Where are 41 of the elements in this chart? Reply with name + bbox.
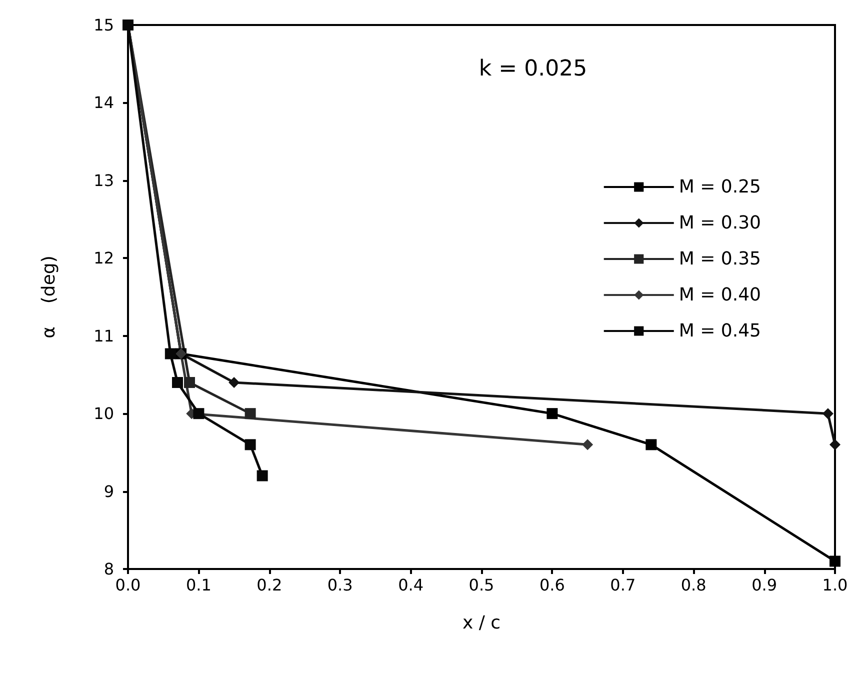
y-tick-label: 10 (94, 404, 114, 424)
point (582, 439, 594, 450)
y-tick-label: 8 (104, 560, 114, 578)
x-tick-label: 0.0 (115, 576, 141, 594)
point (830, 556, 840, 567)
x-tick-label: 0.6 (539, 576, 565, 594)
legend-label: M = 0.35 (678, 248, 762, 270)
x-tick-label: 0.7 (610, 576, 636, 594)
point (822, 408, 834, 420)
x-tick-label: 1.0 (822, 576, 848, 594)
y-tick-label: 11 (94, 326, 114, 346)
x-axis-title: x / c (462, 612, 501, 634)
point (830, 439, 840, 450)
point (172, 376, 183, 388)
y-axis-title: α (deg) (38, 256, 60, 338)
point (256, 470, 268, 482)
y-tick-label: 15 (94, 16, 114, 34)
point (546, 408, 558, 420)
point (193, 408, 204, 420)
x-tick-label: 0.2 (256, 576, 282, 594)
y-tick-label: 13 (94, 170, 114, 190)
y-tick-label: 14 (94, 93, 114, 112)
point (646, 439, 657, 450)
x-tick-label: 0.1 (186, 576, 212, 594)
x-tick-label: 0.4 (398, 576, 424, 594)
text: k = 0.025 (478, 56, 588, 82)
x-tick-label: 0.5 (468, 576, 494, 594)
point (228, 376, 240, 388)
point (244, 439, 256, 450)
y-tick-label: 12 (94, 248, 114, 268)
legend-label: M = 0.30 (678, 212, 762, 234)
x-tick-label: 0.9 (752, 576, 778, 594)
legend-label: M = 0.40 (678, 284, 762, 306)
y-tick-label: 9 (104, 482, 114, 501)
point (184, 376, 196, 388)
point (164, 348, 176, 360)
x-tick-label: 0.8 (680, 576, 706, 594)
legend-label: M = 0.45 (678, 320, 762, 342)
point (244, 408, 256, 420)
legend-label: M = 0.25 (678, 176, 762, 198)
x-tick-label: 0.3 (327, 576, 353, 594)
